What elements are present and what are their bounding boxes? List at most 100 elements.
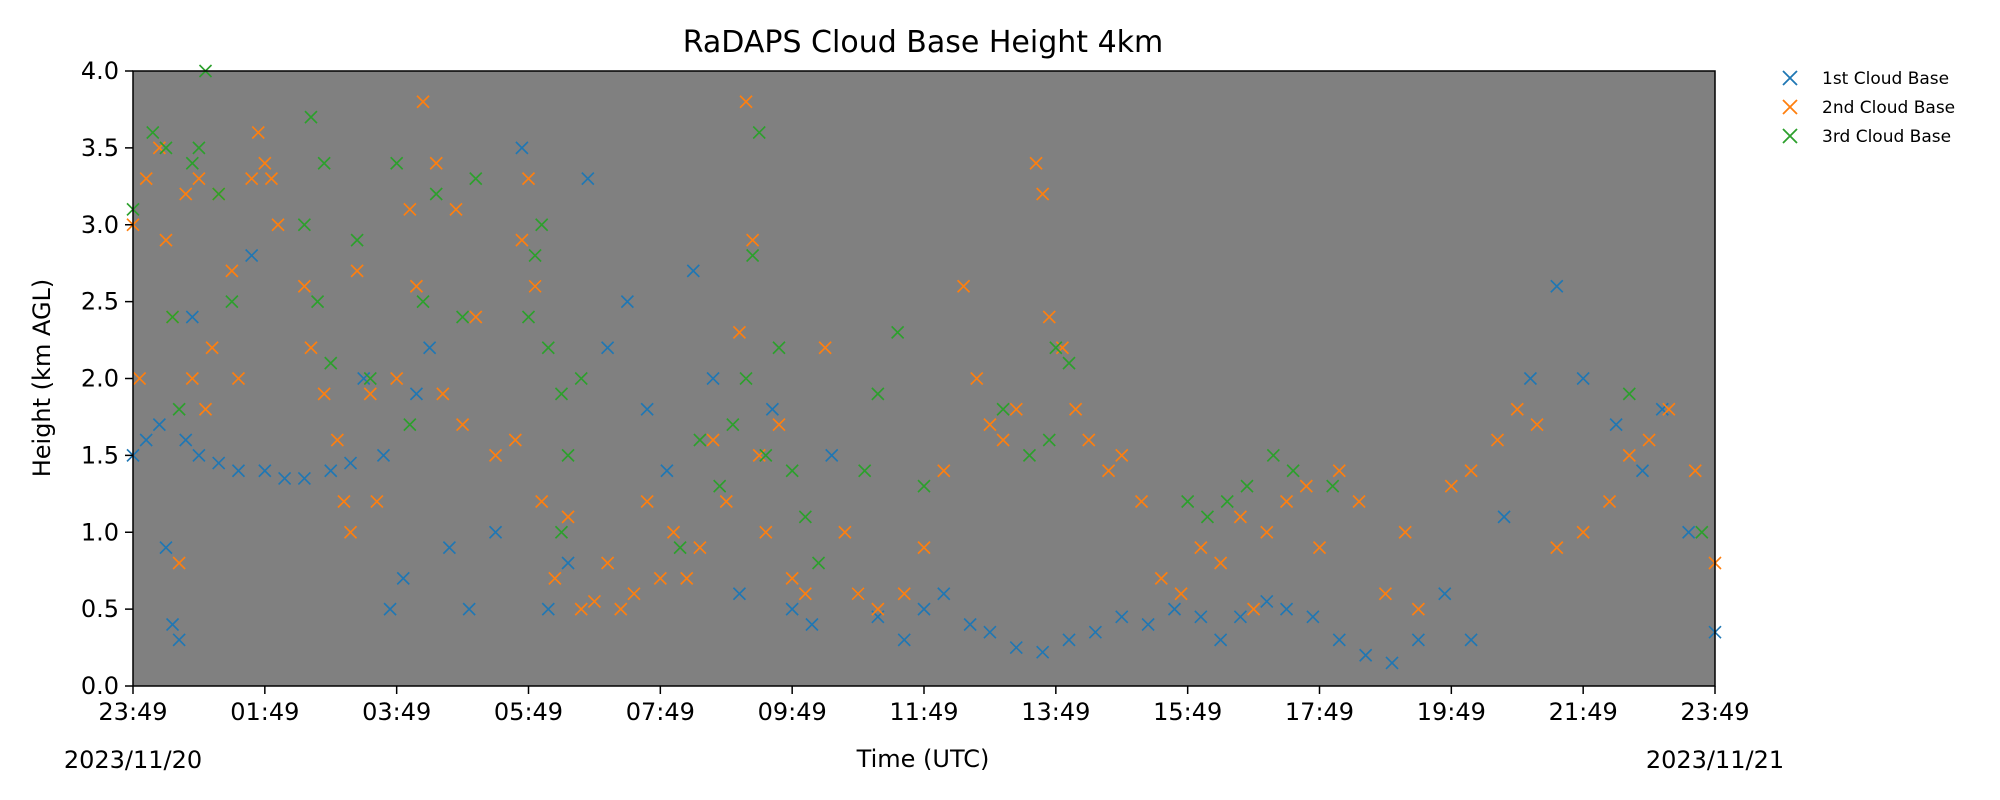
- data-point: [1036, 645, 1050, 659]
- data-point: [1042, 433, 1056, 447]
- y-tick-label: 2.5: [81, 288, 119, 316]
- data-point: [1141, 617, 1155, 632]
- data-point: [706, 433, 720, 447]
- data-point: [561, 448, 575, 462]
- data-point: [488, 448, 503, 462]
- data-point: [1214, 633, 1228, 647]
- data-point: [515, 141, 529, 155]
- data-point: [1490, 433, 1505, 447]
- data-point: [1240, 479, 1254, 493]
- x-tick-label: 07:49: [626, 698, 695, 726]
- data-point: [423, 341, 437, 355]
- x-tick-label: 13:49: [1021, 698, 1090, 726]
- data-point: [1022, 448, 1037, 462]
- data-point: [640, 402, 654, 416]
- data-point: [376, 448, 391, 462]
- data-point: [179, 187, 193, 201]
- data-point: [251, 125, 265, 140]
- data-point: [139, 172, 153, 186]
- data-point: [541, 602, 555, 616]
- data-point: [620, 295, 634, 309]
- data-point: [343, 525, 358, 539]
- data-point: [1115, 610, 1129, 624]
- y-tick-label: 0.0: [81, 672, 119, 700]
- data-point: [231, 371, 246, 386]
- scatter-markers: [126, 64, 1722, 670]
- data-point: [693, 433, 707, 447]
- data-point: [469, 310, 483, 324]
- data-point: [983, 625, 997, 639]
- data-point: [324, 356, 338, 370]
- data-point: [574, 602, 588, 616]
- data-point: [1497, 510, 1511, 524]
- data-point: [337, 494, 351, 509]
- x-axis-label: Time (UTC): [856, 745, 990, 773]
- data-point: [317, 156, 331, 170]
- data-point: [726, 418, 740, 432]
- data-point: [640, 494, 654, 509]
- data-point: [429, 187, 443, 201]
- data-point: [159, 541, 173, 555]
- legend: 1st Cloud Base 2nd Cloud Base 3rd Cloud Ba…: [1782, 69, 1955, 147]
- data-point: [271, 218, 285, 232]
- data-point: [1167, 602, 1182, 616]
- data-point: [258, 156, 272, 170]
- data-point: [891, 325, 905, 339]
- data-point: [192, 172, 206, 186]
- y-axis: 0.0 0.5 1.0 1.5 2.0 2.5 3.0 3.5 4.0: [81, 57, 133, 700]
- data-point: [1688, 464, 1702, 478]
- data-point: [185, 310, 199, 324]
- data-point: [752, 125, 766, 140]
- data-point: [1602, 494, 1617, 509]
- data-point: [258, 464, 272, 478]
- data-point: [1082, 433, 1096, 447]
- x-tick-label: 19:49: [1417, 698, 1486, 726]
- data-point: [917, 541, 931, 555]
- data-point: [1662, 402, 1676, 416]
- y-tick-label: 3.0: [81, 211, 119, 239]
- data-point: [304, 341, 318, 355]
- data-point: [798, 510, 812, 524]
- data-point: [488, 525, 503, 539]
- data-point: [159, 141, 173, 155]
- data-point: [759, 525, 773, 539]
- data-point: [1174, 587, 1188, 601]
- x-tick-label: 09:49: [758, 698, 827, 726]
- data-point: [1576, 371, 1590, 386]
- data-point: [963, 617, 977, 632]
- data-point: [1260, 594, 1274, 609]
- x-tick-label: 23:49: [1680, 698, 1749, 726]
- data-point: [1009, 402, 1023, 416]
- data-point: [1378, 587, 1392, 601]
- data-point: [1682, 525, 1696, 539]
- data-point: [897, 633, 911, 647]
- data-point: [1214, 556, 1228, 570]
- data-point: [350, 233, 364, 247]
- data-point: [350, 264, 364, 278]
- data-point: [139, 433, 153, 447]
- data-point: [811, 556, 826, 570]
- data-point: [1062, 633, 1076, 647]
- data-point: [1029, 156, 1043, 170]
- data-point: [1062, 356, 1076, 370]
- data-point: [311, 295, 325, 309]
- data-point: [746, 248, 760, 263]
- data-point: [917, 602, 931, 616]
- data-point: [1655, 402, 1669, 416]
- data-point: [324, 464, 338, 478]
- data-point: [245, 172, 259, 186]
- data-point: [357, 371, 371, 386]
- y-tick-label: 1.5: [81, 441, 119, 469]
- data-point: [785, 464, 799, 478]
- data-point: [245, 248, 259, 263]
- data-point: [403, 202, 417, 216]
- data-point: [317, 387, 331, 401]
- data-point: [1550, 279, 1564, 293]
- data-point: [970, 371, 984, 386]
- data-point: [1332, 633, 1346, 647]
- data-point: [805, 617, 819, 632]
- data-point: [772, 341, 786, 355]
- y-tick-label: 3.5: [81, 134, 119, 162]
- data-point: [818, 341, 832, 355]
- data-point: [1622, 448, 1636, 462]
